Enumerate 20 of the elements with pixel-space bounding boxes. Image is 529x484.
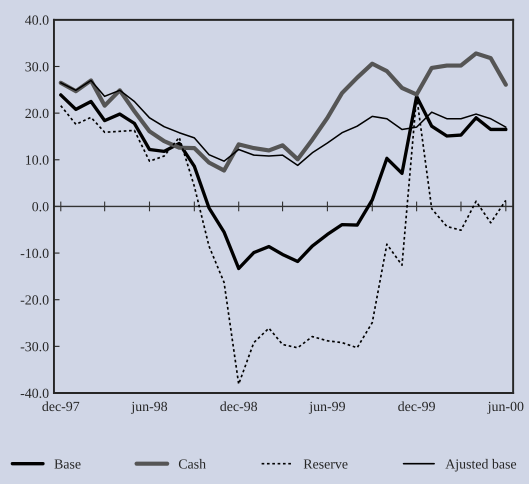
y-tick-label: -20.0 (20, 295, 49, 305)
legend-label: Reserve (304, 459, 348, 469)
y-tick-label: 20.0 (25, 108, 49, 118)
y-tick-label: 40.0 (25, 15, 49, 25)
legend-label: Cash (178, 458, 206, 469)
x-tick-label: jun-98 (130, 402, 168, 414)
y-tick-label: 0.0 (32, 202, 49, 212)
line-series (58, 51, 508, 173)
x-tick-label: dec-99 (398, 401, 435, 412)
legend-label: Base (54, 459, 81, 469)
x-tick-label: dec-97 (42, 401, 80, 412)
y-tick-label: -10.0 (20, 248, 49, 258)
y-tick-label: 10.0 (26, 155, 49, 165)
y-tick-label: 30.0 (25, 62, 49, 72)
y-tick-label: -40.0 (20, 388, 49, 398)
x-tick-label: jun-00 (487, 402, 524, 414)
legend-label: Ajusted base (445, 458, 516, 472)
y-tick-label: -30.0 (20, 342, 49, 352)
x-tick-label: jun-99 (308, 402, 345, 414)
x-tick-label: dec-98 (220, 401, 258, 412)
